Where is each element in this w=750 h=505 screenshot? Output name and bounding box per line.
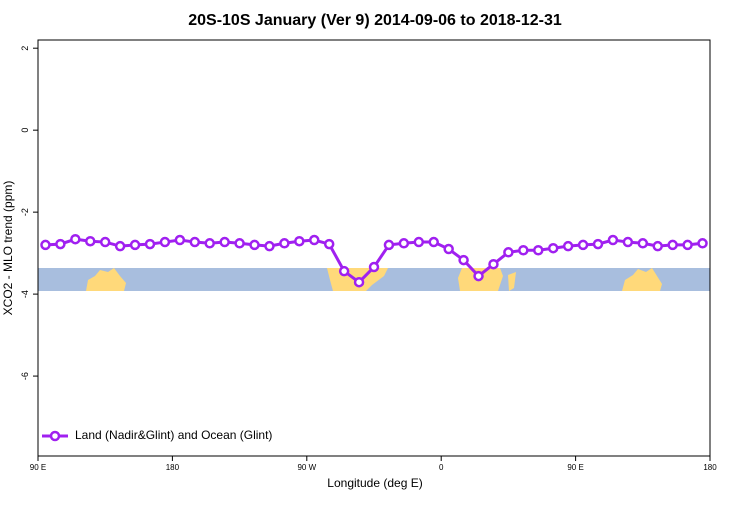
data-point [488,258,499,270]
data-point [652,240,663,252]
data-point [174,234,186,246]
data-point [264,240,275,252]
data-point [413,236,425,248]
y-tick-label: -6 [20,372,30,380]
data-point [323,238,335,250]
data-point [99,236,111,248]
data-point [40,239,51,251]
data-point [562,240,574,252]
y-tick-label: -4 [20,290,30,298]
data-point [577,239,589,251]
data-point [473,270,484,282]
data-point [667,239,678,251]
chart-title: 20S-10S January (Ver 9) 2014-09-06 to 20… [188,12,562,29]
data-point [70,233,81,245]
data-point [129,239,141,251]
data-point [682,239,693,251]
data-point [338,265,350,277]
data-point [533,245,544,256]
data-point [518,245,529,256]
data-point [353,276,365,288]
data-point [294,235,305,247]
legend-label: Land (Nadir&Glint) and Ocean (Glint) [75,428,272,442]
data-point [279,238,290,249]
data-point [114,240,126,252]
data-point [607,234,619,246]
land [622,268,662,291]
data-point [637,238,649,249]
data-point [204,238,215,249]
x-tick-label: 0 [439,463,444,472]
data-point [547,242,559,254]
data-point [189,236,201,248]
land [508,272,516,291]
x-axis-label: Longitude (deg E) [327,476,422,490]
data-point [159,236,171,248]
x-tick-label: 180 [703,463,717,472]
data-point [622,236,634,248]
data-point [503,247,514,258]
data-point [309,234,320,246]
x-tick-label: 180 [166,463,180,472]
data-point [592,238,604,250]
land [86,268,126,291]
legend-marker [49,430,61,442]
x-tick-label: 90 W [297,463,316,472]
y-axis-label: XCO2 - MLO trend (ppm) [1,181,15,316]
plot-frame [37,39,711,457]
x-tick-label: 90 E [30,463,46,472]
y-tick-label: 0 [20,128,30,133]
y-tick-label: 2 [20,46,30,51]
data-point [428,236,439,248]
x-tick-label: 90 E [567,463,583,472]
data-point [398,238,410,249]
y-tick-label: -2 [20,208,30,216]
data-point [85,235,96,247]
data-point [55,238,66,250]
data-point [368,261,380,273]
data-point [443,243,454,255]
data-point [458,254,469,266]
data-point [249,239,260,251]
data-point [234,238,245,249]
data-point [697,238,708,249]
data-point [383,239,395,251]
data-point [219,236,230,248]
data-point [144,238,156,250]
